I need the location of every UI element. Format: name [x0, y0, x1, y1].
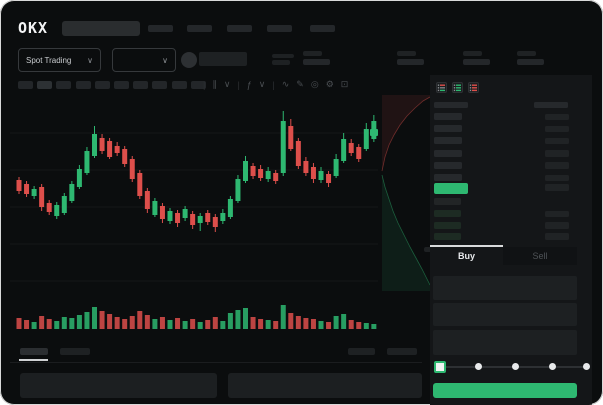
bid-row-amount	[545, 233, 569, 240]
nav-item-4[interactable]	[267, 25, 292, 32]
timeframe-button-5[interactable]	[94, 81, 110, 89]
timeframe-button-4[interactable]	[75, 81, 91, 89]
timeframe-button-9[interactable]	[171, 81, 187, 89]
settings-icon[interactable]: ⚙	[325, 79, 334, 89]
order-panel: Buy Sell	[430, 75, 592, 405]
ask-row-amount	[545, 113, 569, 120]
ask-row-amount	[545, 150, 569, 157]
slider-step-2[interactable]	[475, 363, 482, 370]
orders-panel-skeleton	[20, 373, 217, 398]
divider: |	[203, 79, 206, 90]
timeframe-button-6[interactable]	[114, 81, 129, 89]
indicators-icon[interactable]: ƒ	[246, 79, 252, 90]
bid-row-amount	[545, 222, 569, 229]
buy-button[interactable]	[433, 383, 577, 398]
stat-label-skeleton	[463, 51, 482, 56]
divider: |	[272, 79, 275, 90]
active-tab-indicator	[430, 245, 503, 247]
slider-handle[interactable]	[434, 361, 446, 373]
market-type-dropdown[interactable]: Spot Trading ∨	[18, 48, 101, 72]
candle-style-icon[interactable]: ∥	[212, 79, 217, 89]
chart-tools: | ∥ ∨ | ƒ ∨ | ∿ ✎ ◎ ⚙ ⊡	[203, 79, 348, 90]
book-view-asks-icon[interactable]	[468, 82, 479, 93]
history-panel-skeleton	[228, 373, 422, 398]
bottom-action-2[interactable]	[387, 348, 417, 355]
stat-label-skeleton	[517, 51, 536, 56]
ask-row-amount	[545, 137, 569, 145]
bid-row-amount	[545, 210, 569, 217]
ask-row-price[interactable]	[434, 137, 462, 145]
amount-input[interactable]	[433, 303, 577, 326]
chevron-down-icon[interactable]: ∨	[223, 79, 231, 89]
slider-step-4[interactable]	[549, 363, 556, 370]
timeframe-button-3[interactable]	[56, 81, 72, 89]
stat-label-skeleton	[303, 51, 322, 56]
stat-value-skeleton	[517, 59, 544, 65]
tab-buy[interactable]: Buy	[457, 251, 475, 261]
last-price-skeleton	[199, 52, 247, 66]
nav-item-1[interactable]	[148, 25, 173, 32]
timeframe-button-10[interactable]	[190, 81, 206, 89]
bottom-tab-1[interactable]	[20, 348, 48, 355]
coin-icon	[181, 52, 197, 68]
stat-value-skeleton	[397, 59, 424, 65]
candlestick-chart[interactable]	[10, 96, 378, 345]
nav-item-2[interactable]	[187, 25, 212, 32]
total-input[interactable]	[433, 330, 577, 355]
divider	[10, 362, 422, 363]
stat-value-skeleton	[303, 59, 330, 65]
ask-row-amount	[545, 162, 569, 169]
depth-axis-label-skeleton	[424, 247, 435, 252]
book-header-amount	[534, 102, 568, 108]
chevron-down-icon: ∨	[87, 55, 93, 65]
okx-logo: OKX	[18, 19, 49, 37]
slider-step-5[interactable]	[583, 363, 590, 370]
ask-row-price[interactable]	[434, 125, 462, 133]
timeframe-button-2[interactable]	[37, 81, 53, 89]
tab-sell[interactable]: Sell	[503, 247, 577, 265]
depth-chart	[381, 95, 430, 291]
bottom-tab-2[interactable]	[60, 348, 90, 355]
stat-value-skeleton	[463, 59, 490, 65]
change-pct-skeleton	[272, 60, 290, 65]
slider-step-3[interactable]	[512, 363, 519, 370]
last-price-amount-skeleton	[545, 184, 569, 191]
bottom-action-1[interactable]	[348, 348, 375, 355]
chevron-down-icon: ∨	[162, 55, 168, 65]
nav-item-5[interactable]	[310, 25, 335, 32]
ask-row-price[interactable]	[434, 113, 462, 120]
bid-row-price[interactable]	[434, 221, 461, 229]
bottom-tab-underline	[19, 359, 48, 361]
last-price-indicator[interactable]	[434, 183, 468, 194]
nav-item-3[interactable]	[227, 25, 252, 32]
ask-row-price[interactable]	[434, 174, 462, 181]
bid-row-price[interactable]	[434, 198, 461, 205]
timeframe-button-1[interactable]	[18, 81, 33, 89]
bid-row-price[interactable]	[434, 232, 461, 240]
market-type-label: Spot Trading	[26, 55, 72, 65]
ask-row-amount	[545, 125, 569, 133]
book-view-all-icon[interactable]	[436, 82, 447, 93]
chevron-down-icon[interactable]: ∨	[258, 79, 266, 89]
timeframe-button-8[interactable]	[152, 81, 168, 89]
timeframe-button-7[interactable]	[133, 81, 149, 89]
screenshot-icon[interactable]: ◎	[310, 79, 319, 89]
change-skeleton	[272, 54, 294, 58]
draw-icon[interactable]: ✎	[296, 79, 304, 89]
bid-row-price[interactable]	[434, 210, 461, 217]
ask-row-amount	[545, 174, 569, 181]
fullscreen-icon[interactable]: ⊡	[340, 79, 349, 89]
book-view-bids-icon[interactable]	[452, 82, 463, 93]
pair-selector-dropdown[interactable]: ∨	[112, 48, 176, 72]
stat-label-skeleton	[397, 51, 416, 56]
ask-row-price[interactable]	[434, 161, 462, 169]
ask-row-price[interactable]	[434, 149, 462, 157]
book-header-price	[434, 102, 468, 108]
book-view-switcher	[436, 80, 484, 98]
divider: |	[237, 79, 240, 90]
line-tool-icon[interactable]: ∿	[281, 79, 290, 89]
price-input[interactable]	[433, 276, 577, 300]
search-input[interactable]	[62, 21, 140, 36]
